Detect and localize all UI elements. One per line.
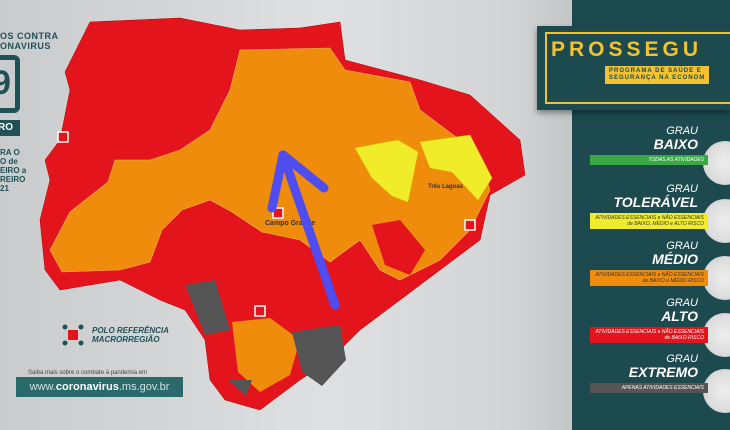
calendar-icon <box>0 55 20 113</box>
level-description: ATIVIDADES ESSENCIAIS e NÃO ESSENCIAIS d… <box>590 270 708 286</box>
level-name: EXTREMO <box>628 364 698 380</box>
level-description: ATIVIDADES ESSENCIAIS e NÃO ESSENCIAIS d… <box>590 327 708 343</box>
level-grau: GRAU <box>666 240 698 252</box>
url-prefix: www. <box>29 381 56 393</box>
city-label: Campo Grande <box>265 220 315 227</box>
level-grau: GRAU <box>666 125 698 137</box>
campaign-title-line2: ONAVIRUS <box>0 41 51 51</box>
region-extremo <box>185 280 230 335</box>
period-line: REIRO <box>0 175 26 184</box>
banner-title: PROSSEGU <box>551 38 703 61</box>
city-label: Três Lagoas <box>428 184 464 190</box>
region-toleravel <box>354 139 419 203</box>
period-text: RA O O de EIRO a REIRO 21 <box>0 148 26 193</box>
calendar-day: 9 <box>0 64 11 102</box>
level-name: MÉDIO <box>652 251 698 267</box>
region-extremo <box>228 380 252 396</box>
level-grau: GRAU <box>666 183 698 195</box>
legend-label: POLO REFERÊNCIA MACRORREGIÃO <box>92 326 169 344</box>
region-extremo <box>292 325 346 386</box>
period-line: EIRO a <box>0 166 27 175</box>
url-suffix: .ms.gov.br <box>118 381 170 393</box>
level-grau: GRAU <box>666 297 698 309</box>
state-risk-map: Campo Grande Três Lagoas <box>39 17 526 411</box>
level-description: APENAS ATIVIDADES ESSENCIAIS <box>590 383 708 393</box>
subtitle-line: SEGURANÇA NA ECONOM <box>609 75 706 81</box>
website-link[interactable]: www.coronavirus.ms.gov.br <box>16 377 183 397</box>
url-bold: coronavirus <box>55 381 119 393</box>
level-name: BAIXO <box>653 136 698 152</box>
direction-arrow <box>267 150 340 310</box>
level-name: ALTO <box>661 308 698 324</box>
level-description: ATIVIDADES ESSENCIAIS e NÃO ESSENCIAIS d… <box>590 213 708 229</box>
macroregion-pole-icon <box>62 324 84 346</box>
region-alto-inner <box>372 220 425 275</box>
period-line: 21 <box>0 184 9 193</box>
level-grau: GRAU <box>666 353 698 365</box>
region-toleravel <box>419 134 493 201</box>
subtitle-line: PROGRAMA DE SAÚDE E <box>609 68 702 74</box>
banner-subtitle: PROGRAMA DE SAÚDE E SEGURANÇA NA ECONOM <box>605 66 710 84</box>
campaign-title-line1: OS CONTRA <box>0 31 59 41</box>
more-info-text: Saiba mais sobre o combate à pandemia em <box>28 370 148 376</box>
level-name: TOLERÁVEL <box>613 194 698 210</box>
period-line: O de <box>0 157 18 166</box>
calendar-month: RO <box>0 120 20 136</box>
period-line: RA O <box>0 148 20 157</box>
prosseguir-banner: PROSSEGU PROGRAMA DE SAÚDE E SEGURANÇA NA… <box>537 26 730 110</box>
level-description: TODAS AS ATIVIDADES <box>590 155 708 165</box>
region-medio-south <box>232 318 300 392</box>
macroregion-pole-icon <box>57 131 476 317</box>
map-legend: POLO REFERÊNCIA MACRORREGIÃO <box>62 324 172 346</box>
